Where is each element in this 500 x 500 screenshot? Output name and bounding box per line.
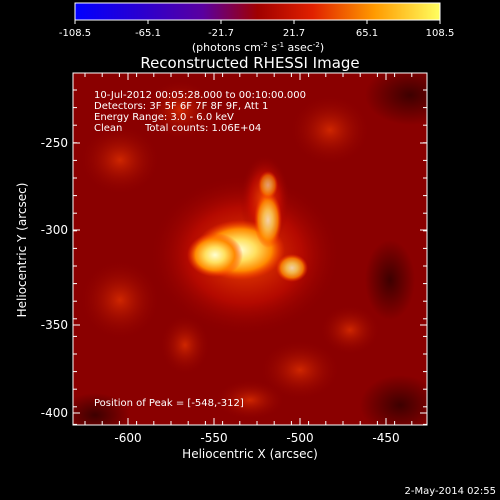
- colorbar-tick-label: 65.1: [356, 28, 378, 39]
- plot-frame: [72, 72, 428, 426]
- footer-date: 2-May-2014 02:55: [404, 486, 496, 497]
- info-total-counts: Total counts: 1.06E+04: [144, 123, 261, 134]
- colorbar: [74, 2, 441, 21]
- x-axis-label: Heliocentric X (arcsec): [182, 447, 318, 461]
- x-tick-label: -550: [200, 431, 227, 445]
- peak-position: Position of Peak = [-548,-312]: [94, 398, 244, 409]
- plot-title: Reconstructed RHESSI Image: [140, 54, 359, 72]
- rhessi-map: [73, 73, 427, 425]
- x-tick-label: -450: [372, 431, 399, 445]
- colorbar-tick-label: -65.1: [135, 28, 161, 39]
- y-tick-label: -250: [41, 136, 68, 150]
- info-method: Clean: [94, 123, 122, 134]
- y-tick-label: -350: [41, 318, 68, 332]
- colorbar-tick-label: 108.5: [426, 28, 455, 39]
- colorbar-tick-label: -108.5: [59, 28, 91, 39]
- info-time-range: 10-Jul-2012 00:05:28.000 to 00:10:00.000: [94, 90, 306, 101]
- y-tick-label: -400: [41, 406, 68, 420]
- colorbar-ticks: -108.5 -65.1 -21.7 21.7 65.1 108.5: [59, 20, 454, 39]
- x-tick-label: -500: [286, 431, 313, 445]
- y-axis-label: Heliocentric Y (arcsec): [15, 183, 29, 318]
- x-axis-ticks: -600 -550 -500 -450: [84, 73, 413, 445]
- info-energy-range: Energy Range: 3.0 - 6.0 keV: [94, 112, 234, 123]
- x-tick-label: -600: [114, 431, 141, 445]
- colorbar-tick-label: -21.7: [208, 28, 234, 39]
- colorbar-unit-label: (photons cm-2 s-1 asec-2): [192, 41, 324, 54]
- y-tick-label: -300: [41, 223, 68, 237]
- colorbar-tick-label: 21.7: [283, 28, 305, 39]
- y-axis-ticks: -250 -300 -350 -400: [41, 89, 427, 425]
- info-detectors: Detectors: 3F 5F 6F 7F 8F 9F, Att 1: [94, 101, 268, 112]
